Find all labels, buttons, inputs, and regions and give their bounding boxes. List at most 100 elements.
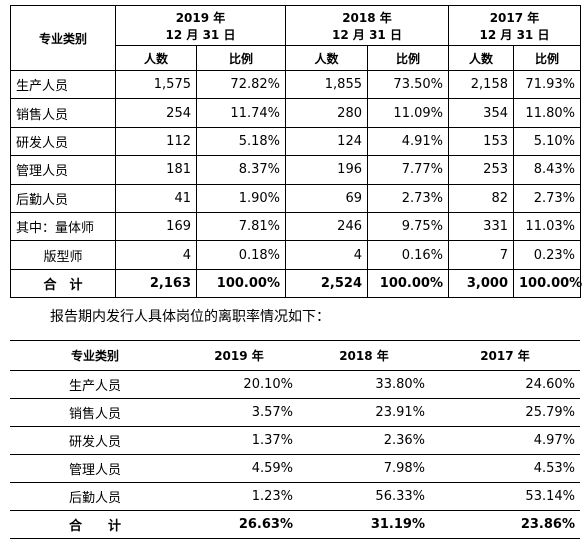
cell: 人数 <box>115 45 197 71</box>
cell: 1,855 <box>285 69 368 100</box>
cell: 4.91% <box>367 126 449 157</box>
cell: 23.86% <box>430 510 580 539</box>
cell: 4.59% <box>180 454 298 483</box>
cell: 2018 年 12 月 31 日 <box>285 5 449 46</box>
cell: 后勤人员 <box>10 482 180 511</box>
cell: 比例 <box>196 45 286 71</box>
cell: 2.73% <box>367 183 449 213</box>
cell: 82 <box>448 183 514 213</box>
data-row: 销售人员 3.57% 23.91% 25.79% <box>10 398 580 427</box>
cell: 2.73% <box>513 183 581 213</box>
cell: 8.43% <box>513 155 581 185</box>
cell: 2017 年 <box>430 340 580 371</box>
cell: 7.81% <box>196 211 286 242</box>
cell: 2018 年 <box>298 340 430 371</box>
cell: 354 <box>448 98 514 128</box>
cell: 8.37% <box>196 155 286 185</box>
cell: 72.82% <box>196 69 286 100</box>
header-line: 2018 年 <box>342 10 392 25</box>
cell: 331 <box>448 211 514 242</box>
cell: 4.53% <box>430 454 580 483</box>
cell: 1.90% <box>196 183 286 213</box>
data-row: 合 计 2,163 100.00% 2,524 100.00% 3,000 100.00% <box>10 268 582 299</box>
cell: 后勤人员 <box>10 183 116 213</box>
cell: 23.91% <box>298 398 430 427</box>
cell: 71.93% <box>513 69 581 100</box>
cell: 合 计 <box>10 510 180 539</box>
header-line: 2019 年 <box>175 10 226 25</box>
data-row: 管理人员 181 8.37% 196 7.77% 253 8.43% <box>10 155 581 185</box>
cell: 153 <box>448 126 514 157</box>
cell: 9.75% <box>367 211 449 242</box>
cell: 7.98% <box>298 454 430 483</box>
cell: 5.18% <box>196 126 286 157</box>
cell: 合 计 <box>10 268 116 299</box>
cell: 2019 年 12 月 31 日 <box>115 5 286 46</box>
cell: 人数 <box>285 45 368 71</box>
cell: 版型师 <box>10 240 116 270</box>
header-row: 专业类别 2019 年 12 月 31 日 2018 年 12 月 31 日 2017 年… <box>10 5 581 71</box>
cell: 26.63% <box>180 510 298 539</box>
data-row: 后勤人员 1.23% 56.33% 53.14% <box>10 482 580 511</box>
header-line: 12 月 31 日 <box>479 27 550 42</box>
cell: 管理人员 <box>10 454 180 483</box>
cell: 11.03% <box>513 211 581 242</box>
cell: 5.10% <box>513 126 581 157</box>
cell: 33.80% <box>298 370 430 399</box>
data-row: 生产人员 1,575 72.82% 1,855 73.50% 2,158 71.93% <box>10 69 581 100</box>
cell: 0.16% <box>367 240 449 270</box>
cell: 研发人员 <box>10 426 180 455</box>
cell: 1.23% <box>180 482 298 511</box>
cell: 11.74% <box>196 98 286 128</box>
cell: 生产人员 <box>10 370 180 399</box>
cell: 112 <box>115 126 197 157</box>
cell: 254 <box>115 98 197 128</box>
staff-table: 专业类别 2019 年 12 月 31 日 2018 年 12 月 31 日 2017 年… <box>10 5 582 299</box>
cell: 20.10% <box>180 370 298 399</box>
cell: 24.60% <box>430 370 580 399</box>
header-line: 12 月 31 日 <box>332 27 402 42</box>
cell: 196 <box>285 155 368 185</box>
turnover-table: 专业类别 2019 年 2018 年 2017 年生产人员 20.10% 33.80% 24… <box>10 340 580 539</box>
header-row: 人数 比例 人数 比例 人数 比例 <box>11 45 581 71</box>
cell: 181 <box>115 155 197 185</box>
cell: 11.09% <box>367 98 449 128</box>
cell: 4.97% <box>430 426 580 455</box>
data-row: 后勤人员 41 1.90% 69 2.73% 82 2.73% <box>10 183 581 213</box>
cell: 研发人员 <box>10 126 116 157</box>
data-row: 生产人员 20.10% 33.80% 24.60% <box>10 370 580 399</box>
cell: 比例 <box>513 45 581 71</box>
cell: 69 <box>285 183 368 213</box>
cell: 人数 <box>448 45 514 71</box>
cell: 2.36% <box>298 426 430 455</box>
cell: 销售人员 <box>10 398 180 427</box>
cell: 11.80% <box>513 98 581 128</box>
cell: 比例 <box>367 45 449 71</box>
cell: 2019 年 <box>180 340 298 371</box>
cell: 其中：量体师 <box>10 211 116 242</box>
cell: 2,524 <box>285 268 368 299</box>
cell: 246 <box>285 211 368 242</box>
cell: 100.00% <box>367 268 449 299</box>
cell: 专业类别 <box>10 340 180 371</box>
data-row: 版型师 4 0.18% 4 0.16% 7 0.23% <box>10 240 581 270</box>
data-row: 研发人员 1.37% 2.36% 4.97% <box>10 426 580 455</box>
cell: 25.79% <box>430 398 580 427</box>
cell: 280 <box>285 98 368 128</box>
cell: 7.77% <box>367 155 449 185</box>
cell: 124 <box>285 126 368 157</box>
cell: 生产人员 <box>10 69 116 100</box>
data-row: 其中：量体师 169 7.81% 246 9.75% 331 11.03% <box>10 211 581 242</box>
cell: 100.00% <box>513 268 582 299</box>
cell: 2,158 <box>448 69 514 100</box>
data-row: 合 计 26.63% 31.19% 23.86% <box>10 510 580 539</box>
cell: 3.57% <box>180 398 298 427</box>
cell: 253 <box>448 155 514 185</box>
cell: 2017 年 12 月 31 日 <box>448 5 581 46</box>
paragraph: 报告期内发行人具体岗位的离职率情况如下： <box>50 309 330 325</box>
cell: 0.23% <box>513 240 581 270</box>
cell: 0.18% <box>196 240 286 270</box>
header-line: 12 月 31 日 <box>165 27 236 42</box>
cell: 41 <box>115 183 197 213</box>
